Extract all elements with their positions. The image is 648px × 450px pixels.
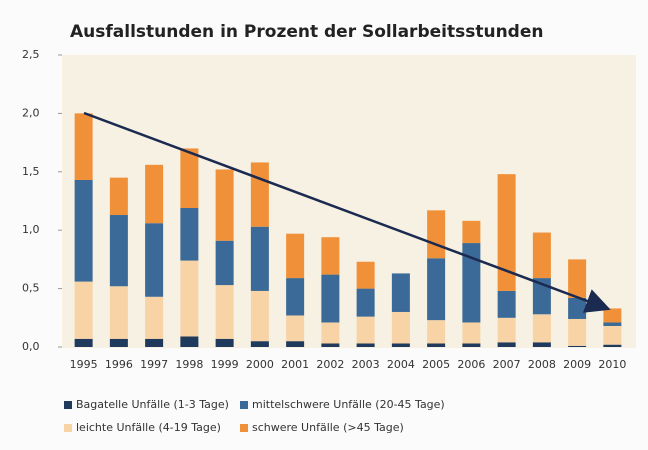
bar-segment xyxy=(109,177,128,216)
y-tick-label: 2,5 xyxy=(22,48,40,61)
bar-segment xyxy=(603,344,622,347)
bar-segment xyxy=(532,278,551,315)
bar-segment xyxy=(74,281,93,339)
bar-segment xyxy=(74,338,93,347)
bar-segment xyxy=(250,162,269,227)
legend-swatch xyxy=(240,424,248,432)
y-tick-label: 1,5 xyxy=(22,165,40,178)
bar-segment xyxy=(145,296,164,339)
x-tick-label: 2004 xyxy=(387,358,415,371)
bar-segment xyxy=(462,243,481,323)
x-tick-label: 1996 xyxy=(105,358,133,371)
x-tick-label: 1998 xyxy=(175,358,203,371)
bar-segment xyxy=(427,320,446,344)
x-tick-label: 2000 xyxy=(246,358,274,371)
bar-segment xyxy=(180,148,199,209)
bar-segment xyxy=(356,261,375,289)
legend-swatch xyxy=(64,424,72,432)
bar-segment xyxy=(321,343,340,347)
bar-segment xyxy=(532,314,551,343)
bar-segment xyxy=(427,258,446,321)
bar-segment xyxy=(497,174,516,291)
bar-segment xyxy=(497,290,516,318)
x-tick-label: 2002 xyxy=(316,358,344,371)
bar-segment xyxy=(356,288,375,317)
bar-segment xyxy=(427,210,446,259)
bar-segment xyxy=(321,237,340,275)
bar-segment xyxy=(215,285,234,339)
bar-segment xyxy=(180,336,199,347)
legend-swatch xyxy=(64,401,72,409)
bar-segment xyxy=(356,343,375,347)
bar-segment xyxy=(462,322,481,344)
x-tick-label: 1999 xyxy=(211,358,239,371)
bar-segment xyxy=(603,322,622,326)
bar-segment xyxy=(250,290,269,342)
bar-segment xyxy=(391,311,410,344)
x-tick-label: 1997 xyxy=(140,358,168,371)
bar-segment xyxy=(603,325,622,345)
bar-segment xyxy=(145,164,164,224)
y-tick-label: 1,0 xyxy=(22,223,40,236)
bar-segment xyxy=(74,113,93,180)
x-tick-label: 2009 xyxy=(563,358,591,371)
legend-label: leichte Unfälle (4-19 Tage) xyxy=(76,421,221,434)
x-tick-label: 2005 xyxy=(422,358,450,371)
bar-segment xyxy=(568,259,587,298)
bar-segment xyxy=(391,343,410,347)
x-tick-label: 1995 xyxy=(70,358,98,371)
legend-label: mittelschwere Unfälle (20-45 Tage) xyxy=(252,398,445,411)
y-tick-label: 2,0 xyxy=(22,106,40,119)
x-tick-label: 2010 xyxy=(598,358,626,371)
bar-segment xyxy=(180,208,199,261)
bar-segment xyxy=(462,343,481,347)
legend-swatch xyxy=(240,401,248,409)
bar-segment xyxy=(532,342,551,347)
chart-title: Ausfallstunden in Prozent der Sollarbeit… xyxy=(70,22,543,42)
bar-segment xyxy=(497,317,516,343)
bar-segment xyxy=(462,220,481,244)
bar-segment xyxy=(109,286,128,339)
trend-arrow xyxy=(83,111,611,313)
bar-segment xyxy=(391,273,410,312)
bar-segment xyxy=(568,318,587,346)
bar-segment xyxy=(215,338,234,347)
legend-label: schwere Unfälle (>45 Tage) xyxy=(252,421,404,434)
bar-segment xyxy=(286,233,305,279)
bar-segment xyxy=(250,226,269,291)
bar-segment xyxy=(603,308,622,323)
bar-segment xyxy=(321,322,340,344)
bar-segment xyxy=(568,345,587,347)
bar-segment xyxy=(145,338,164,347)
x-tick-label: 2008 xyxy=(528,358,556,371)
bar-segment xyxy=(356,316,375,344)
bar-segment xyxy=(109,338,128,347)
bar-segment xyxy=(109,215,128,287)
bar-segment xyxy=(286,341,305,347)
bar-segment xyxy=(215,240,234,286)
bar-segment xyxy=(215,169,234,241)
bar-segment xyxy=(74,179,93,282)
y-tick-label: 0,0 xyxy=(22,340,40,353)
bar-segment xyxy=(286,315,305,342)
bar-segment xyxy=(568,297,587,319)
bar-segment xyxy=(427,343,446,347)
x-tick-label: 2007 xyxy=(493,358,521,371)
y-tick-label: 0,5 xyxy=(22,282,40,295)
x-tick-label: 2003 xyxy=(352,358,380,371)
bar-segment xyxy=(532,232,551,279)
x-tick-label: 2001 xyxy=(281,358,309,371)
bar-segment xyxy=(180,260,199,337)
bar-segment xyxy=(145,223,164,297)
bar-segment xyxy=(321,274,340,323)
x-tick-label: 2006 xyxy=(457,358,485,371)
bar-segment xyxy=(250,341,269,347)
bar-segment xyxy=(497,342,516,347)
bar-segment xyxy=(286,278,305,316)
legend-label: Bagatelle Unfälle (1-3 Tage) xyxy=(76,398,229,411)
